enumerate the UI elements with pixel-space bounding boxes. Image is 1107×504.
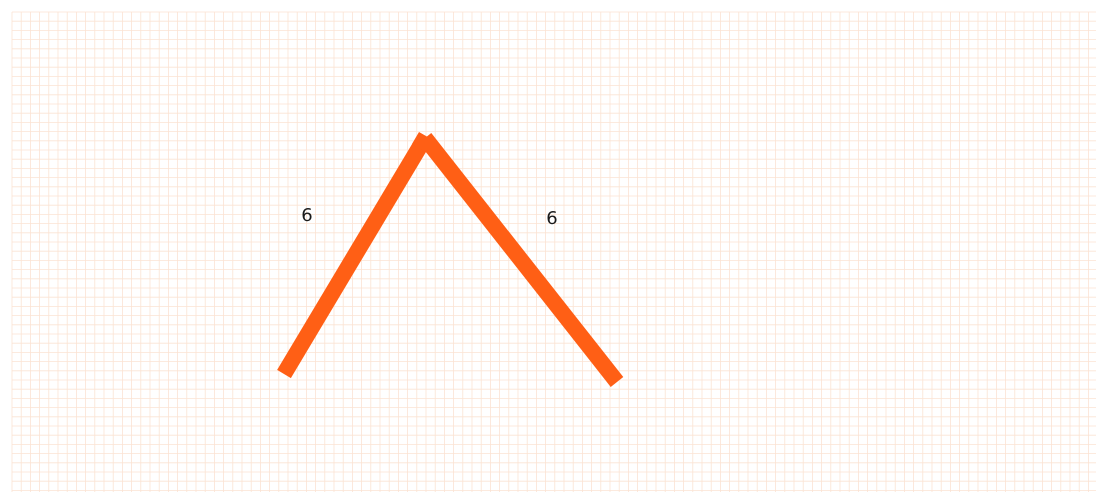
left-segment-length-label: 6 <box>301 205 312 226</box>
angle-shape[interactable] <box>277 132 624 387</box>
right-segment[interactable] <box>418 133 624 387</box>
left-segment[interactable] <box>277 133 432 379</box>
right-segment-length-label: 6 <box>546 208 557 229</box>
grid-lines <box>11 11 1096 492</box>
apex-joint <box>412 132 433 152</box>
